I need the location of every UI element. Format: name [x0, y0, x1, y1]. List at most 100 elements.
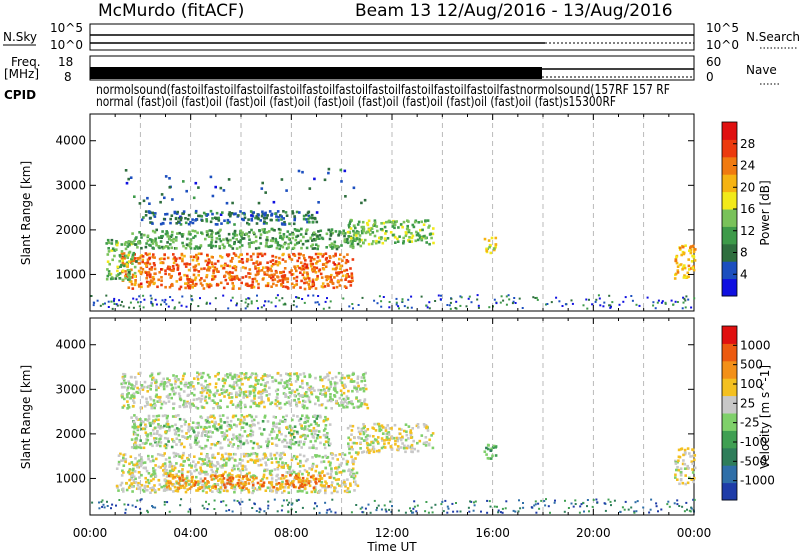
data-cell [248, 478, 251, 482]
data-cell [179, 387, 183, 391]
data-cell [133, 283, 137, 287]
data-cell [326, 399, 330, 403]
data-cell [683, 448, 687, 452]
data-cell [188, 470, 192, 473]
data-cell [260, 383, 263, 386]
data-cell [291, 418, 294, 422]
colorbar-segment [722, 395, 737, 414]
data-cell [289, 481, 293, 485]
data-cell [349, 401, 353, 405]
data-cell [146, 419, 150, 422]
data-cell [207, 267, 210, 271]
data-cell [271, 239, 275, 243]
power-data-band [483, 236, 498, 255]
data-cell [678, 248, 682, 251]
data-cell [128, 250, 132, 254]
data-cell [232, 287, 235, 290]
data-cell [328, 259, 331, 263]
data-cell [192, 429, 195, 432]
data-cell [311, 278, 315, 282]
data-cell [146, 258, 150, 262]
data-cell [287, 242, 290, 246]
data-cell [311, 243, 314, 247]
data-cell [532, 296, 535, 299]
data-cell [293, 218, 296, 222]
data-cell [270, 481, 273, 484]
data-cell [187, 268, 191, 272]
data-cell [246, 441, 250, 445]
data-cell [115, 240, 118, 243]
data-cell [204, 388, 208, 392]
data-cell [139, 464, 142, 468]
data-cell [259, 236, 262, 240]
data-cell [514, 510, 517, 513]
data-cell [316, 247, 319, 251]
data-cell [168, 285, 172, 289]
data-cell [415, 510, 418, 513]
data-cell [148, 395, 152, 399]
data-cell [92, 304, 95, 307]
data-cell [265, 476, 269, 480]
data-cell [110, 242, 114, 245]
data-cell [240, 281, 243, 285]
data-cell [129, 176, 133, 179]
data-cell [362, 227, 366, 231]
data-cell [295, 283, 298, 286]
data-cell [347, 280, 351, 283]
data-cell [267, 504, 270, 507]
data-cell [383, 225, 387, 229]
data-cell [163, 501, 166, 503]
data-cell [483, 237, 487, 241]
data-cell [320, 460, 323, 464]
data-cell [290, 258, 294, 261]
data-cell [215, 442, 219, 445]
data-cell [252, 391, 256, 394]
data-cell [395, 297, 398, 300]
data-cell [301, 485, 304, 488]
data-cell [235, 247, 239, 250]
data-cell [315, 237, 319, 240]
data-cell [305, 265, 308, 269]
data-cell [299, 373, 302, 376]
data-cell [183, 436, 187, 439]
data-cell [364, 507, 367, 510]
data-cell [361, 231, 364, 235]
data-cell [321, 255, 325, 258]
data-cell [571, 302, 574, 305]
data-cell [692, 250, 696, 254]
data-cell [148, 283, 151, 287]
data-cell [215, 391, 218, 395]
data-cell [254, 247, 258, 250]
data-cell [303, 484, 307, 487]
data-cell [299, 233, 303, 236]
data-cell [197, 273, 200, 277]
data-cell [190, 298, 193, 301]
data-cell [121, 395, 124, 399]
data-cell [246, 252, 249, 256]
data-cell [244, 390, 248, 394]
data-cell [674, 460, 678, 464]
data-cell [432, 227, 435, 230]
data-cell [123, 257, 126, 260]
data-cell [165, 303, 168, 306]
data-cell [265, 231, 269, 234]
data-cell [307, 277, 311, 280]
data-cell [263, 469, 266, 473]
data-cell [189, 239, 193, 242]
data-cell [154, 212, 157, 215]
data-cell [288, 466, 291, 469]
data-cell [340, 461, 343, 465]
data-cell [239, 406, 243, 410]
data-cell [129, 455, 133, 458]
y-tick-label: 4000 [55, 134, 86, 148]
data-cell [219, 406, 222, 409]
data-cell [253, 452, 257, 455]
data-cell [211, 194, 215, 198]
data-cell [410, 436, 413, 439]
data-cell [149, 491, 152, 494]
data-cell [210, 246, 213, 249]
data-cell [192, 196, 196, 200]
data-cell [256, 273, 259, 276]
data-cell [326, 440, 330, 444]
data-cell [175, 239, 178, 242]
